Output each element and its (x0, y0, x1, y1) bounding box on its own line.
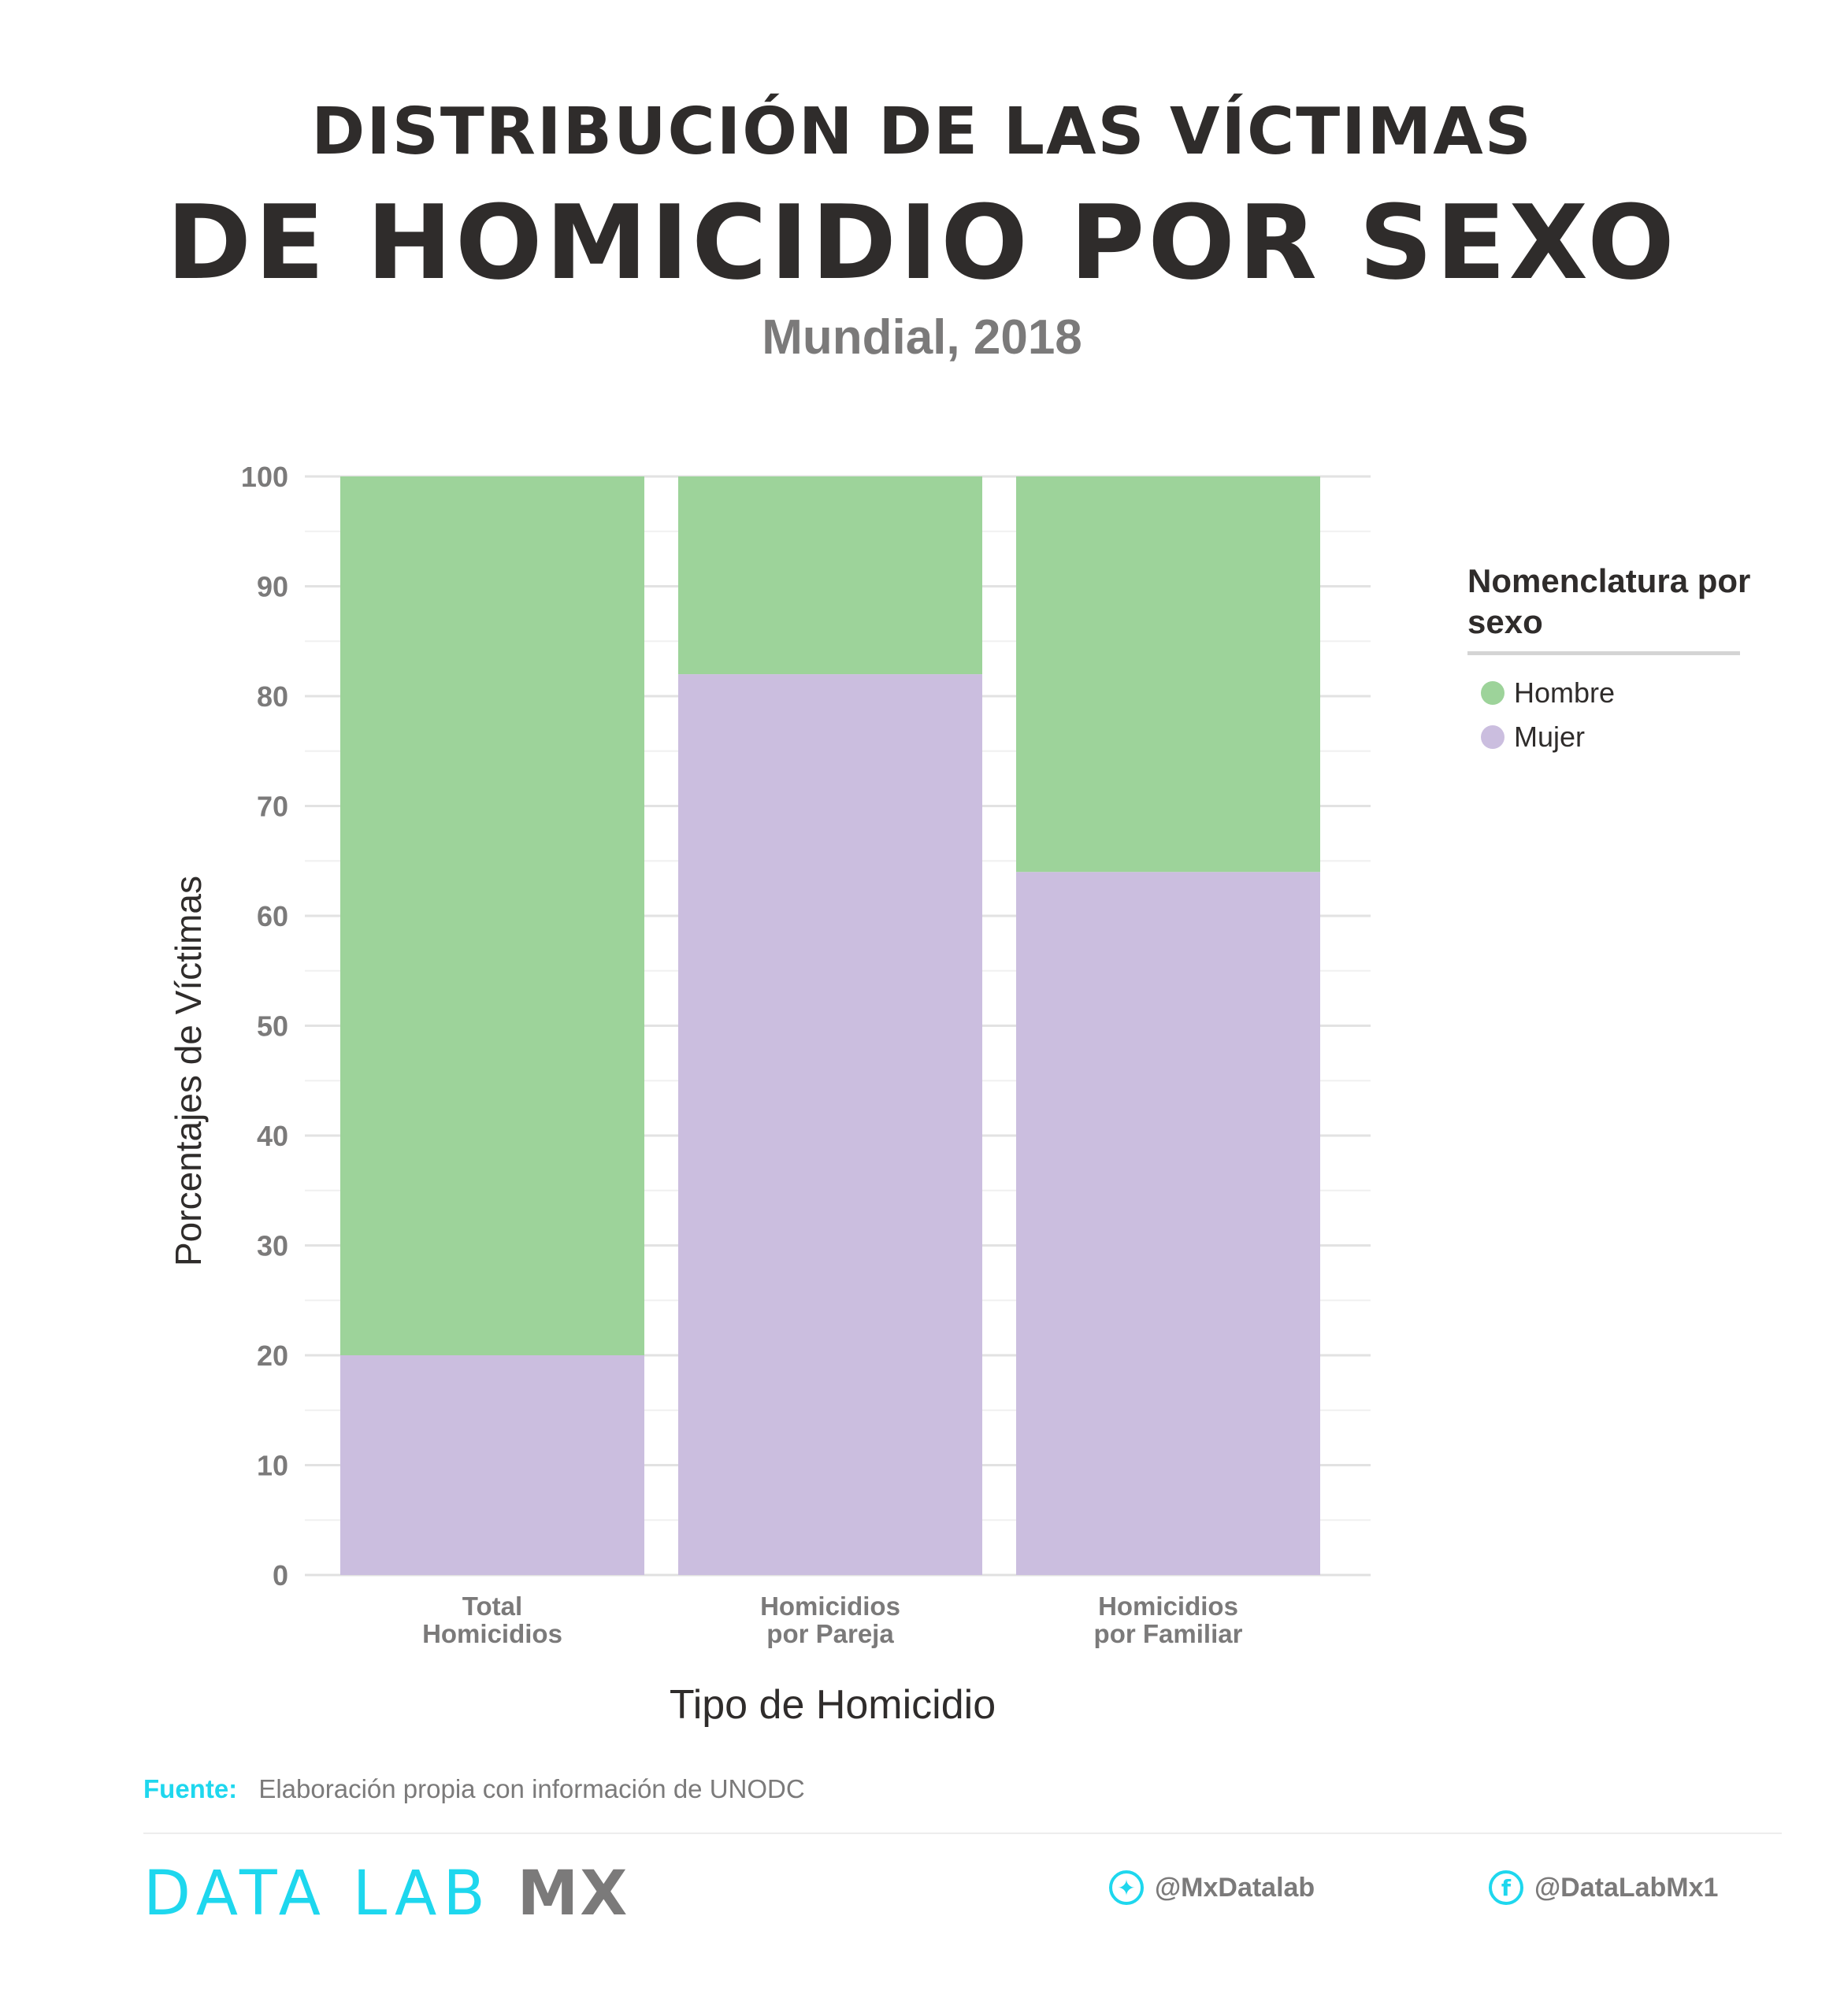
legend-title: Nomenclatura por sexo (1467, 562, 1751, 640)
legend-item-hombre: Hombre (1481, 676, 1616, 709)
legend-label-mujer: Mujer (1514, 721, 1586, 753)
twitter-link[interactable]: ✦ @MxDatalab (1109, 1870, 1315, 1905)
x-axis-label: Tipo de Homicidio (670, 1682, 996, 1728)
chart-title-line1: DISTRIBUCIÓN DE LAS VÍCTIMAS (311, 94, 1533, 169)
x-tick-label: por Pareja (766, 1619, 894, 1648)
x-tick-label: Homicidios (1098, 1592, 1238, 1621)
brand-main: DATA LAB (143, 1858, 492, 1929)
y-tick-labels: 0 10 20 30 40 50 60 70 80 90 100 (241, 461, 288, 1592)
bar-mujer-2 (1016, 872, 1320, 1575)
facebook-icon: f (1489, 1870, 1523, 1905)
legend-divider (1467, 651, 1740, 655)
brand-suffix: MX (517, 1858, 629, 1929)
bar-hombre-1 (678, 476, 982, 675)
bar-mujer-1 (678, 674, 982, 1575)
y-tick-label: 70 (257, 791, 288, 823)
y-tick-label: 40 (257, 1120, 288, 1152)
facebook-handle: @DataLabMx1 (1534, 1872, 1719, 1903)
x-tick-label: Homicidios (760, 1592, 900, 1621)
chart-subtitle: Mundial, 2018 (762, 310, 1082, 365)
twitter-handle: @MxDatalab (1155, 1872, 1315, 1903)
source-note: Fuente: Elaboración propia con informaci… (143, 1774, 805, 1804)
y-tick-label: 80 (257, 680, 288, 713)
x-tick-label: por Familiar (1094, 1619, 1243, 1648)
y-tick-label: 100 (241, 461, 288, 493)
y-tick-label: 90 (257, 571, 288, 603)
x-tick-label: Homicidios (422, 1619, 562, 1648)
footer-divider (143, 1833, 1782, 1834)
bar-mujer-0 (340, 1355, 644, 1575)
bar-hombre-0 (340, 476, 644, 1355)
y-tick-label: 20 (257, 1340, 288, 1372)
y-axis-label: Porcentajes de Víctimas (168, 876, 209, 1266)
y-tick-label: 10 (257, 1450, 288, 1482)
legend-swatch-mujer (1481, 725, 1505, 749)
legend-item-mujer: Mujer (1481, 721, 1585, 753)
facebook-link[interactable]: f @DataLabMx1 (1489, 1870, 1718, 1905)
chart-title-line2: DE HOMICIDIO POR SEXO (166, 183, 1678, 302)
y-tick-label: 50 (257, 1010, 288, 1043)
legend-swatch-hombre (1481, 681, 1505, 705)
brand-logo: DATA LAB MX (143, 1858, 629, 1929)
y-tick-label: 60 (257, 900, 288, 932)
y-tick-label: 30 (257, 1230, 288, 1262)
twitter-icon: ✦ (1109, 1870, 1144, 1905)
legend-label-hombre: Hombre (1514, 676, 1616, 709)
bar-hombre-2 (1016, 476, 1320, 873)
x-tick-label: Total (462, 1592, 522, 1621)
source-label: Fuente: (143, 1774, 238, 1803)
y-tick-label: 0 (273, 1559, 288, 1592)
bars (340, 476, 1320, 1575)
source-text: Elaboración propia con información de UN… (258, 1774, 805, 1803)
